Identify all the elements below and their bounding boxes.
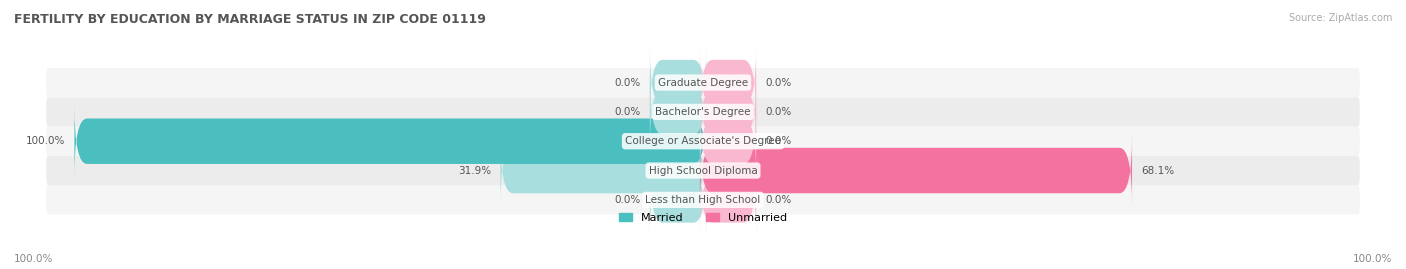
- Text: 0.0%: 0.0%: [614, 195, 641, 205]
- FancyBboxPatch shape: [46, 97, 1360, 126]
- Legend: Married, Unmarried: Married, Unmarried: [614, 208, 792, 228]
- FancyBboxPatch shape: [700, 164, 756, 236]
- Text: 68.1%: 68.1%: [1142, 165, 1174, 176]
- Text: Less than High School: Less than High School: [645, 195, 761, 205]
- Text: 100.0%: 100.0%: [1353, 254, 1392, 264]
- FancyBboxPatch shape: [650, 164, 706, 236]
- Text: FERTILITY BY EDUCATION BY MARRIAGE STATUS IN ZIP CODE 01119: FERTILITY BY EDUCATION BY MARRIAGE STATU…: [14, 13, 486, 26]
- FancyBboxPatch shape: [700, 105, 756, 177]
- FancyBboxPatch shape: [46, 68, 1360, 97]
- FancyBboxPatch shape: [46, 126, 1360, 156]
- FancyBboxPatch shape: [700, 76, 756, 148]
- FancyBboxPatch shape: [46, 156, 1360, 185]
- Text: Source: ZipAtlas.com: Source: ZipAtlas.com: [1288, 13, 1392, 23]
- FancyBboxPatch shape: [75, 105, 706, 177]
- Text: Graduate Degree: Graduate Degree: [658, 77, 748, 88]
- FancyBboxPatch shape: [650, 76, 706, 148]
- Text: 100.0%: 100.0%: [25, 136, 65, 146]
- Text: 31.9%: 31.9%: [458, 165, 491, 176]
- FancyBboxPatch shape: [700, 134, 1132, 207]
- FancyBboxPatch shape: [46, 185, 1360, 215]
- Text: 0.0%: 0.0%: [765, 77, 792, 88]
- FancyBboxPatch shape: [650, 47, 706, 119]
- Text: 0.0%: 0.0%: [765, 136, 792, 146]
- Text: 0.0%: 0.0%: [765, 107, 792, 117]
- Text: 0.0%: 0.0%: [614, 107, 641, 117]
- FancyBboxPatch shape: [700, 47, 756, 119]
- Text: Bachelor's Degree: Bachelor's Degree: [655, 107, 751, 117]
- Text: 100.0%: 100.0%: [14, 254, 53, 264]
- Text: High School Diploma: High School Diploma: [648, 165, 758, 176]
- Text: College or Associate's Degree: College or Associate's Degree: [626, 136, 780, 146]
- Text: 0.0%: 0.0%: [765, 195, 792, 205]
- FancyBboxPatch shape: [501, 134, 706, 207]
- Text: 0.0%: 0.0%: [614, 77, 641, 88]
